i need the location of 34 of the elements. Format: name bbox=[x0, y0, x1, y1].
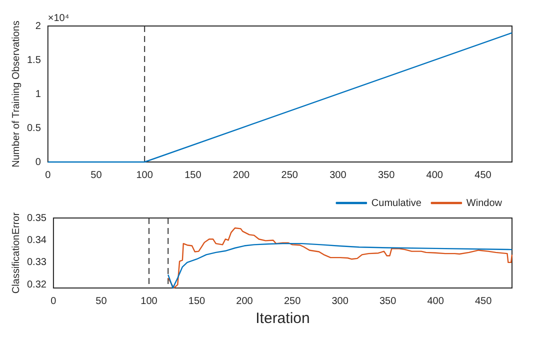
x-axis-title: Iteration bbox=[256, 310, 310, 328]
y-tick-label: 0.32 bbox=[26, 279, 47, 290]
x-tick-label: 150 bbox=[188, 296, 206, 307]
x-tick-label: 400 bbox=[426, 170, 444, 181]
x-tick-label: 350 bbox=[378, 170, 396, 181]
y-tick-label: 0.35 bbox=[26, 212, 47, 224]
x-tick-label: 0 bbox=[50, 296, 57, 307]
text: ×10⁴ bbox=[48, 12, 70, 24]
y-tick-label: 0.33 bbox=[26, 257, 47, 268]
x-tick-label: 250 bbox=[281, 170, 298, 181]
y-axis-title: Number of Training Observations bbox=[10, 20, 22, 168]
x-tick-label: 400 bbox=[427, 296, 444, 307]
x-tick-label: 300 bbox=[332, 296, 349, 307]
y-tick-label: 2 bbox=[35, 20, 42, 32]
x-tick-label: 350 bbox=[379, 296, 397, 307]
x-tick-label: 300 bbox=[330, 170, 347, 181]
y-tick-label: 0.5 bbox=[26, 122, 42, 134]
x-tick-label: 50 bbox=[96, 296, 108, 307]
x-tick-label: 450 bbox=[474, 170, 492, 181]
x-tick-label: 250 bbox=[284, 296, 302, 307]
y-axis-title: ClassificationError bbox=[10, 212, 22, 294]
x-tick-label: 200 bbox=[236, 296, 254, 307]
y-tick-label: 1.5 bbox=[26, 54, 42, 66]
legend-label: Cumulative bbox=[371, 198, 422, 209]
x-tick-label: 450 bbox=[475, 296, 492, 307]
x-tick-label: 100 bbox=[136, 170, 154, 181]
x-tick-label: 150 bbox=[184, 170, 202, 181]
y-tick-label: 1 bbox=[35, 88, 42, 100]
y-tick-label: 0.34 bbox=[26, 234, 47, 246]
x-tick-label: 100 bbox=[140, 296, 158, 307]
legend-label: Window bbox=[466, 198, 503, 209]
y-tick-label: 0 bbox=[35, 156, 42, 168]
x-tick-label: 50 bbox=[90, 170, 102, 181]
x-tick-label: 200 bbox=[232, 170, 250, 181]
